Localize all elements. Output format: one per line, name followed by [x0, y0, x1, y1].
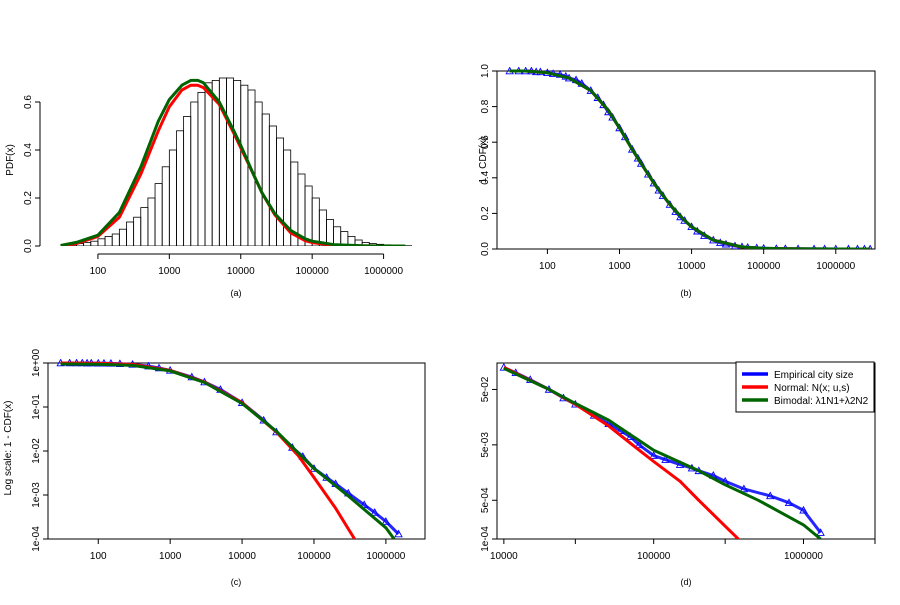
panel-c-y-tick-label: 1e-04 — [31, 526, 42, 552]
panel-a-histogram-bar — [234, 80, 241, 246]
panel-d-y-tick-label: 5e-02 — [480, 376, 491, 402]
panel-a-histogram-bar — [105, 236, 112, 246]
panel-c-x-tick-label: 1000000 — [366, 551, 405, 562]
panel-a-histogram-bar — [276, 138, 283, 246]
panel-a-histogram-bar — [334, 227, 341, 246]
panel-b-ylabel: 1 - CDF(x) — [478, 137, 489, 184]
panel-a-y-tick-label: 0.2 — [23, 191, 34, 205]
panel-b-x-tick-label: 100000 — [747, 261, 781, 272]
panel-a-x-tick-label: 1000 — [158, 266, 181, 277]
panel-a-histogram-bar — [176, 131, 183, 246]
panel-c-data — [57, 360, 402, 544]
legend: Empirical city size Normal: N(x; u,s) Bi… — [736, 362, 874, 412]
panel-d-y-tick-label: 5e-03 — [480, 432, 491, 458]
panel-a-histogram-bar — [84, 242, 91, 246]
panel-a-histogram-bar — [319, 210, 326, 246]
panel-a-histogram-bar — [241, 85, 248, 246]
panel-a-histogram-bar — [205, 83, 212, 246]
panel-c-x-tick-label: 100000 — [297, 551, 331, 562]
panel-a-x-tick-label: 10000 — [227, 266, 255, 277]
panel-a-caption: (a) — [231, 288, 242, 298]
panel-d: 10000 100000 1000000 1e-04 5e-04 5e-03 5e-02 (… — [480, 362, 875, 587]
panel-a-data — [61, 78, 413, 246]
panel-a-bimodal-line — [61, 80, 406, 246]
panel-c: 100 1000 10000 100000 1000000 1e-04 1e-03 1e-02… — [3, 349, 425, 587]
panel-b-data — [506, 68, 873, 252]
panel-c-ylabel: Log scale: 1 - CDF(x) — [3, 400, 14, 495]
panel-d-caption: (d) — [681, 577, 692, 587]
panel-d-y-tick-label: 1e-04 — [480, 526, 491, 552]
panel-a-y-tick-label: 0.4 — [23, 143, 34, 157]
panel-b-bimodal-line — [510, 71, 871, 249]
panel-a-histogram-bar — [305, 186, 312, 246]
panel-a-histogram-bar — [269, 126, 276, 246]
panel-a-x-tick-label: 100 — [90, 266, 107, 277]
panel-a-histogram-bar — [255, 102, 262, 246]
panel-c-y-tick-label: 1e-03 — [31, 482, 42, 508]
panel-b-empirical-line — [510, 71, 871, 249]
panel-a-x-tick-label: 100000 — [295, 266, 329, 277]
panel-a: 100 1000 10000 100000 1000000 0.0 0.2 0.4 0.6 (a… — [5, 78, 412, 298]
panel-b-caption: (b) — [681, 288, 692, 298]
panel-c-x-tick-label: 10000 — [228, 551, 256, 562]
panel-d-x-tick-label: 10000 — [490, 551, 518, 562]
panel-a-histogram-bar — [262, 114, 269, 246]
panel-a-histogram-bar — [198, 92, 205, 246]
panel-a-histogram-bar — [312, 198, 319, 246]
panel-b-y-tick-label: 0.2 — [480, 206, 491, 220]
panel-d-x-tick-label: 1000000 — [784, 551, 823, 562]
panel-d-normal-line — [504, 367, 744, 544]
panel-c-x-tick-label: 100 — [90, 551, 107, 562]
panel-a-histogram-bar — [155, 184, 162, 246]
panel-a-histogram-bar — [112, 234, 119, 246]
legend-bimodal-label: Bimodal: λ1N1+λ2N2 — [774, 396, 869, 407]
panel-a-ylabel: PDF(x) — [5, 144, 16, 176]
panel-d-x-tick-label: 100000 — [637, 551, 671, 562]
panel-b-x-tick-label: 100 — [539, 261, 556, 272]
panel-b-normal-line — [510, 71, 871, 249]
panel-c-y-tick-label: 1e-01 — [31, 394, 42, 420]
panel-b-y-tick-label: 0.8 — [480, 99, 491, 113]
panel-b-y-tick-label: 0.0 — [480, 242, 491, 256]
panel-a-histogram-bar — [148, 198, 155, 246]
panel-a-histogram-bar — [191, 102, 198, 246]
panel-a-histogram-bar — [91, 241, 98, 246]
panel-a-histogram-bar — [226, 78, 233, 246]
panel-a-histogram-bar — [169, 150, 176, 246]
panel-a-histogram-bar — [98, 239, 105, 246]
panel-a-histogram-bar — [184, 116, 191, 246]
panel-c-caption: (c) — [231, 577, 242, 587]
panel-a-histogram-bar — [141, 208, 148, 246]
panel-c-bimodal-line — [61, 364, 394, 539]
panel-c-plot: 100 1000 10000 100000 1000000 1e-04 1e-03 1e-02… — [31, 349, 425, 562]
panel-a-y-tick-label: 0.0 — [23, 239, 34, 253]
panel-a-histogram-bar — [134, 217, 141, 246]
panel-a-histogram-bar — [326, 220, 333, 246]
panel-c-x-tick-label: 1000 — [159, 551, 182, 562]
panel-a-y-tick-label: 0.6 — [23, 95, 34, 109]
legend-normal-label: Normal: N(x; u,s) — [774, 383, 850, 394]
panel-c-empirical-line — [61, 363, 399, 534]
panel-b-y-tick-label: 1.0 — [480, 64, 491, 78]
panel-b-x-tick-label: 1000 — [608, 261, 631, 272]
panel-a-x-tick-label: 1000000 — [364, 266, 403, 277]
legend-empirical-label: Empirical city size — [774, 370, 854, 381]
panel-b-x-tick-label: 1000000 — [816, 261, 855, 272]
panel-c-y-tick-label: 1e+00 — [31, 349, 42, 378]
panel-a-histogram-bar — [126, 222, 133, 246]
panel-a-plot: 100 1000 10000 100000 1000000 0.0 0.2 0.4 0.6 — [23, 78, 412, 277]
panel-b-x-tick-label: 10000 — [678, 261, 706, 272]
panel-c-y-tick-label: 1e-02 — [31, 438, 42, 464]
panel-c-normal-line — [61, 363, 358, 543]
panel-d-y-tick-label: 5e-04 — [480, 487, 491, 513]
panel-a-histogram-bar — [119, 229, 126, 246]
panel-a-histogram-bar — [162, 167, 169, 246]
